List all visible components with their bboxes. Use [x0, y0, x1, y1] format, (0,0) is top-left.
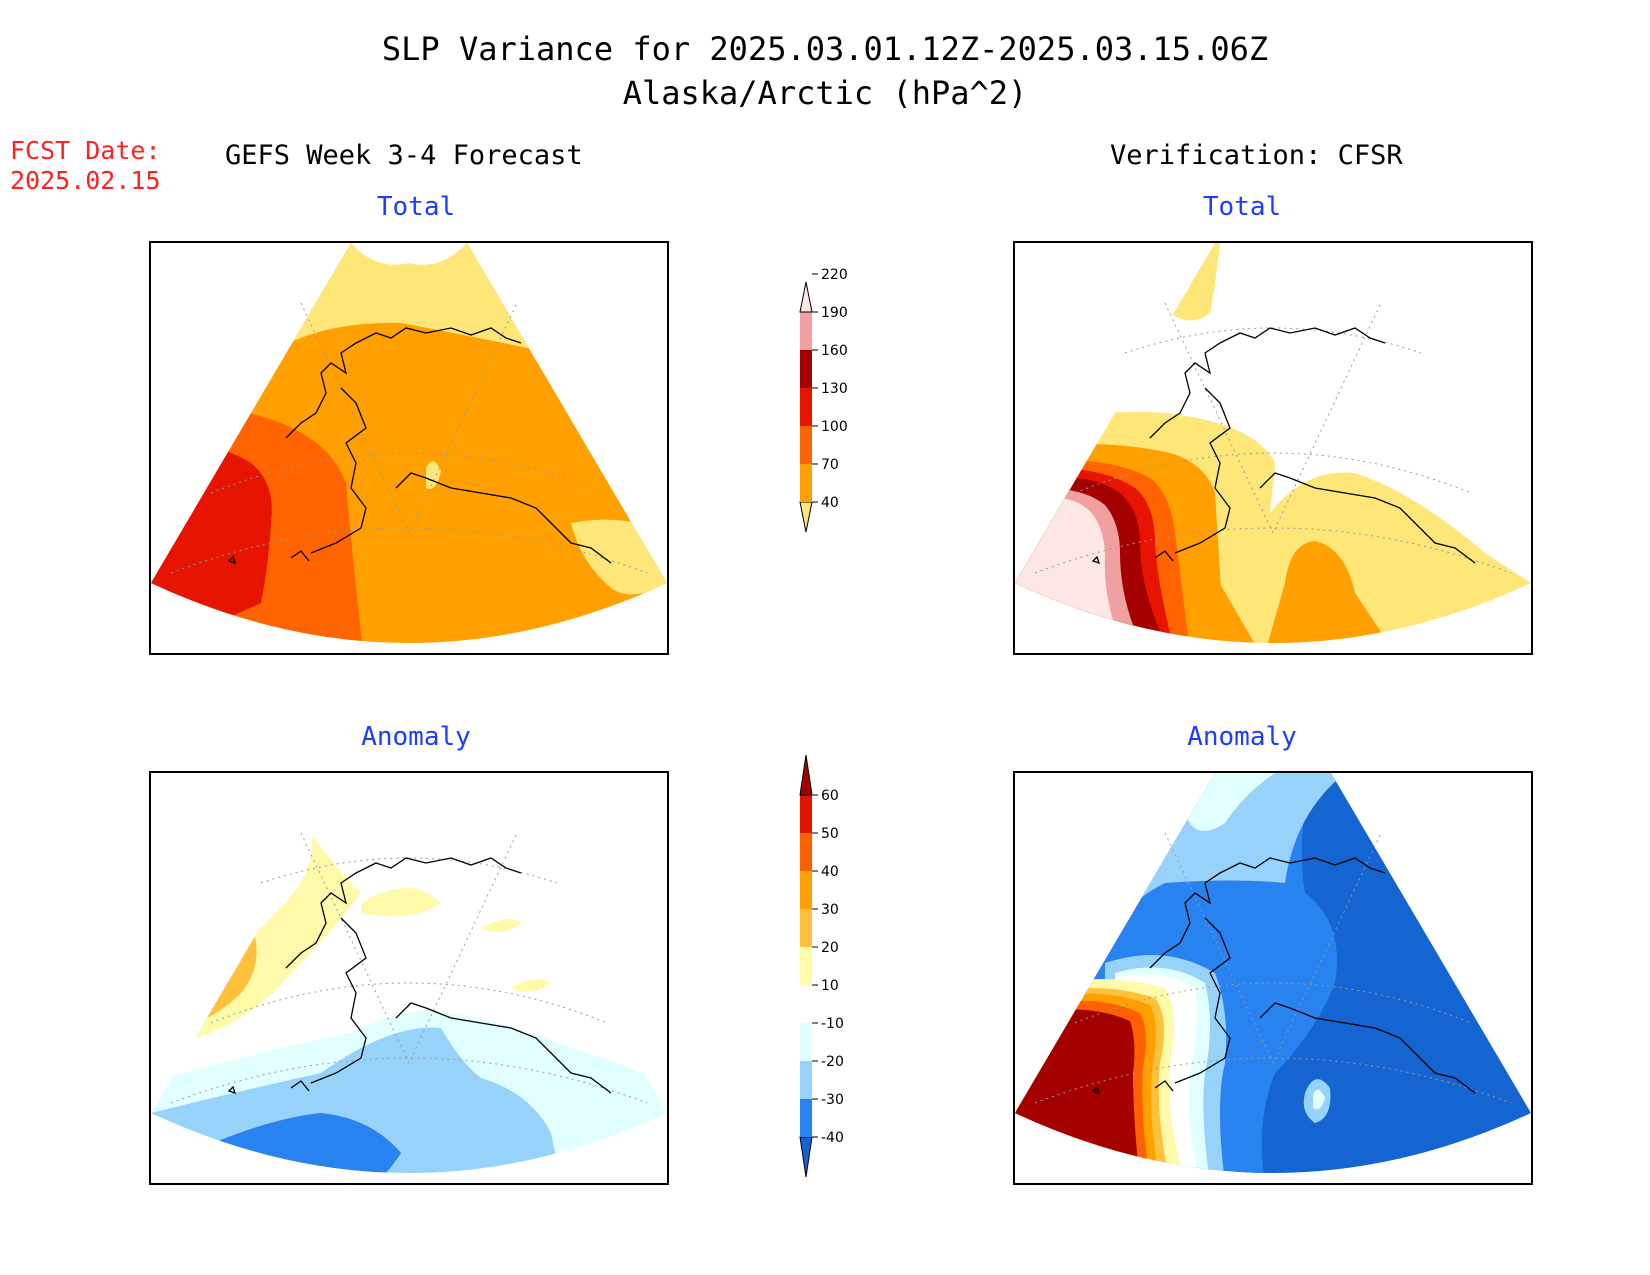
- colorbar-box: [800, 871, 812, 909]
- colorbar-box: [800, 312, 812, 350]
- colorbar-anomaly: -40 -30 -20 -10 10 20 30 40 50 60: [795, 754, 865, 1205]
- colorbar-box: [800, 909, 812, 947]
- colorbar-box: [800, 350, 812, 388]
- colorbar-tick-label: 40: [821, 495, 839, 511]
- colorbar-end-low: [799, 501, 813, 533]
- column-title-forecast: GEFS Week 3-4 Forecast: [225, 140, 583, 171]
- map-forecast-total: [149, 241, 669, 655]
- colorbar-end-low: [799, 1136, 813, 1178]
- panel-title-verification-anomaly: Anomaly: [1187, 722, 1297, 752]
- colorbar-box: [800, 833, 812, 871]
- colorbar-box: [800, 1061, 812, 1099]
- colorbar-tick-label: 40: [821, 864, 839, 880]
- colorbar-tick-label: 130: [821, 381, 848, 397]
- main-title: SLP Variance for 2025.03.01.12Z-2025.03.…: [381, 30, 1269, 68]
- colorbar-tick-label: 10: [821, 978, 839, 994]
- colorbar-tick-label: 60: [821, 788, 839, 804]
- colorbar-box: [800, 388, 812, 426]
- colorbar-total: 40 70 100 130 160 190 220: [795, 267, 865, 612]
- panel-title-verification-total: Total: [1202, 192, 1282, 222]
- colorbar-box: [800, 464, 812, 502]
- column-title-verification: Verification: CFSR: [1110, 140, 1403, 171]
- colorbar-tick-label: -30: [821, 1092, 844, 1108]
- colorbar-tick-label: 50: [821, 826, 839, 842]
- panel-title-forecast-total: Total: [376, 192, 456, 222]
- colorbar-box: [800, 1099, 812, 1137]
- colorbar-tick-label: -10: [821, 1016, 844, 1032]
- map-forecast-anomaly: [149, 771, 669, 1185]
- colorbar-tick-label: 20: [821, 940, 839, 956]
- colorbar-tick-label: 70: [821, 457, 839, 473]
- fcst-date-value: 2025.02.15: [10, 166, 161, 195]
- colorbar-box: [800, 947, 812, 985]
- panel-title-forecast-anomaly: Anomaly: [361, 722, 471, 752]
- colorbar-tick-label: 190: [821, 305, 848, 321]
- colorbar-end-high: [799, 281, 813, 313]
- colorbar-tick-label: 160: [821, 343, 848, 359]
- colorbar-box: [800, 1023, 812, 1061]
- colorbar-box: [800, 795, 812, 833]
- colorbar-end-high: [799, 754, 813, 796]
- colorbar-tick-label: -40: [821, 1130, 844, 1146]
- colorbar-box: [800, 426, 812, 464]
- fcst-date-label: FCST Date:: [10, 136, 161, 165]
- colorbar-tick-label: 220: [821, 267, 848, 283]
- colorbar-box: [800, 985, 812, 1023]
- map-verification-anomaly: [1013, 771, 1533, 1185]
- colorbar-tick-label: 100: [821, 419, 848, 435]
- map-verification-total: [1013, 241, 1533, 655]
- colorbar-tick-label: -20: [821, 1054, 844, 1070]
- colorbar-tick-label: 30: [821, 902, 839, 918]
- subtitle: Alaska/Arctic (hPa^2): [622, 74, 1028, 112]
